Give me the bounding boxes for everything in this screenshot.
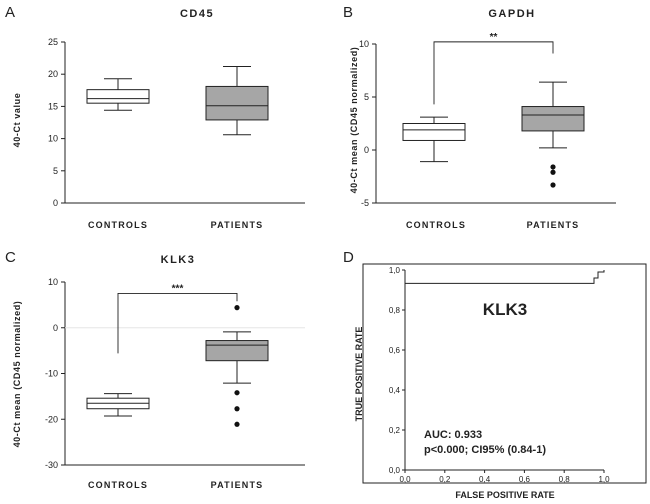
panel-b-x-category: CONTROLS (406, 220, 466, 230)
panel-c-patients-outlier (234, 421, 240, 427)
panel-d-annotation-ci: p<0.000; CI95% (0.84-1) (424, 444, 546, 456)
panel-b-y-tick-label: -5 (361, 198, 369, 208)
panel-a-x-category: PATIENTS (211, 220, 264, 230)
panel-b-title: GAPDH (488, 8, 535, 20)
panel-a-patients-box (205, 85, 269, 121)
panel-b-patients-outlier (550, 169, 556, 175)
panel-a-y-label: 40-Ct value (12, 93, 22, 148)
panel-a-letter: A (5, 4, 15, 21)
panel-c-y-tick-label: 0 (53, 323, 58, 333)
panel-b-controls-box (402, 123, 466, 141)
panel-c-y-tick-label: -20 (45, 414, 58, 424)
panel-d-chart: D KLK3 AUC: 0.933 p<0.000; CI95% (0.84-1… (343, 249, 647, 500)
panel-d-y-tick-label: 0,2 (389, 426, 401, 435)
panel-c-patients-box (205, 340, 269, 362)
panel-a-y-tick-label: 20 (48, 69, 58, 79)
panel-a-controls-box (86, 89, 150, 104)
panel-b-chart: B GAPDH 40-Ct mean (CD45 normalized) CON… (343, 4, 616, 230)
panel-c-significance-bracket (117, 292, 238, 354)
panel-b-y-label: 40-Ct mean (CD45 normalized) (349, 47, 359, 194)
panel-a-x-category: CONTROLS (88, 220, 148, 230)
panel-b-patients-outlier (550, 164, 556, 170)
panel-a-y-tick-label: 25 (48, 37, 58, 47)
panel-c-y-tick-label: -10 (45, 369, 58, 379)
panel-d-x-tick-label: 0,6 (519, 475, 531, 484)
panel-c-y-tick-label: -30 (45, 460, 58, 470)
panel-c-x-category: PATIENTS (211, 480, 264, 490)
panel-a-title: CD45 (180, 8, 214, 20)
panel-d-x-tick-label: 0,8 (559, 475, 571, 484)
panel-d-y-tick-label: 0,0 (389, 466, 401, 475)
panel-b-patients-box (521, 106, 585, 132)
panel-d-y-tick-label: 0,4 (389, 386, 401, 395)
panel-d-y-tick-label: 1,0 (389, 266, 401, 275)
panel-d-y-tick-label: 0,8 (389, 306, 401, 315)
panel-b-x-category: PATIENTS (527, 220, 580, 230)
panel-b-y-tick-label: 0 (364, 145, 369, 155)
panel-d-x-label: FALSE POSITIVE RATE (455, 490, 554, 500)
panel-c-patients-outlier (234, 305, 240, 311)
panel-a-y-tick-label: 15 (48, 101, 58, 111)
panel-d-annotation-auc: AUC: 0.933 (424, 429, 482, 441)
panel-c-title: KLK3 (161, 254, 196, 266)
panel-c-y-tick-label: 10 (48, 277, 58, 287)
panel-d-x-tick-label: 1,0 (598, 475, 610, 484)
panel-b-significance-bracket (433, 41, 554, 105)
panel-d-x-tick-label: 0,2 (439, 475, 451, 484)
panel-d-frame (362, 263, 647, 484)
panel-b-significance-label: ** (490, 32, 498, 43)
panel-b-y-tick-label: 10 (359, 39, 369, 49)
panel-d-letter: D (343, 249, 354, 266)
panel-a-chart: A CD45 40-Ct value CONTROLS PATIENTS 0 5 1… (5, 4, 305, 230)
panel-c-chart: C KLK3 40-Ct mean (CD45 normalized) CONT… (5, 249, 305, 490)
panel-d-y-tick-label: 0,6 (389, 346, 401, 355)
panel-d-x-tick-label: 0,4 (479, 475, 491, 484)
panel-c-y-label: 40-Ct mean (CD45 normalized) (12, 301, 22, 448)
panel-c-x-category: CONTROLS (88, 480, 148, 490)
panel-d-x-tick-label: 0,0 (399, 475, 411, 484)
panel-c-patients-outlier (234, 390, 240, 396)
panel-c-patients-outlier (234, 406, 240, 412)
panel-a-y-tick-label: 0 (53, 198, 58, 208)
panel-d-title: KLK3 (483, 300, 527, 319)
panel-a-y-tick-label: 10 (48, 134, 58, 144)
panel-c-letter: C (5, 249, 16, 266)
panel-b-patients-outlier (550, 182, 556, 188)
panel-d-roc-curve (404, 270, 605, 470)
panel-c-significance-label: *** (172, 283, 184, 294)
panel-b-y-tick-label: 5 (364, 92, 369, 102)
panel-b-letter: B (343, 4, 353, 21)
panel-d-y-label: TRUE POSITIVE RATE (354, 327, 364, 422)
panel-a-y-tick-label: 5 (53, 166, 58, 176)
